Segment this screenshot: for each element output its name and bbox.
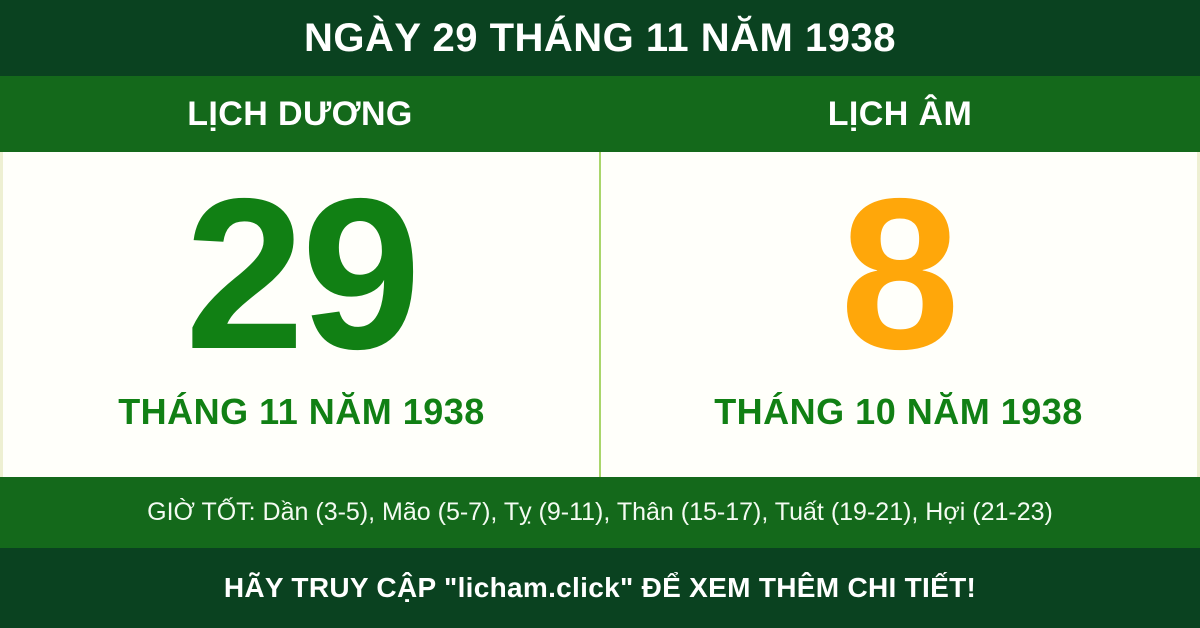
- good-hours-band: GIỜ TỐT: Dần (3-5), Mão (5-7), Tỵ (9-11)…: [0, 477, 1200, 548]
- column-divider: [599, 152, 601, 477]
- solar-day-number: 29: [184, 153, 421, 394]
- calendar-panel: 29 THÁNG 11 NĂM 1938 8 THÁNG 10 NĂM 1938: [0, 152, 1200, 477]
- solar-column-header-label: LỊCH DƯƠNG: [187, 95, 413, 133]
- solar-column: 29 THÁNG 11 NĂM 1938: [3, 152, 600, 477]
- solar-month-year: THÁNG 11 NĂM 1938: [118, 391, 485, 433]
- footer-bar: HÃY TRUY CẬP "licham.click" ĐỂ XEM THÊM …: [0, 548, 1200, 628]
- lunar-month-year: THÁNG 10 NĂM 1938: [714, 391, 1083, 433]
- page-title: NGÀY 29 THÁNG 11 NĂM 1938: [304, 16, 896, 60]
- good-hours-text: GIỜ TỐT: Dần (3-5), Mão (5-7), Tỵ (9-11)…: [147, 498, 1053, 526]
- lunar-column: 8 THÁNG 10 NĂM 1938: [600, 152, 1197, 477]
- lunar-column-header-label: LỊCH ÂM: [827, 95, 973, 133]
- lunar-day-number: 8: [840, 153, 960, 394]
- solar-column-header: LỊCH DƯƠNG: [0, 76, 600, 152]
- footer-call-to-action: HÃY TRUY CẬP "licham.click" ĐỂ XEM THÊM …: [223, 572, 977, 603]
- column-header-band: LỊCH DƯƠNG LỊCH ÂM: [0, 76, 1200, 152]
- title-bar: NGÀY 29 THÁNG 11 NĂM 1938: [0, 0, 1200, 76]
- lunar-column-header: LỊCH ÂM: [600, 76, 1200, 152]
